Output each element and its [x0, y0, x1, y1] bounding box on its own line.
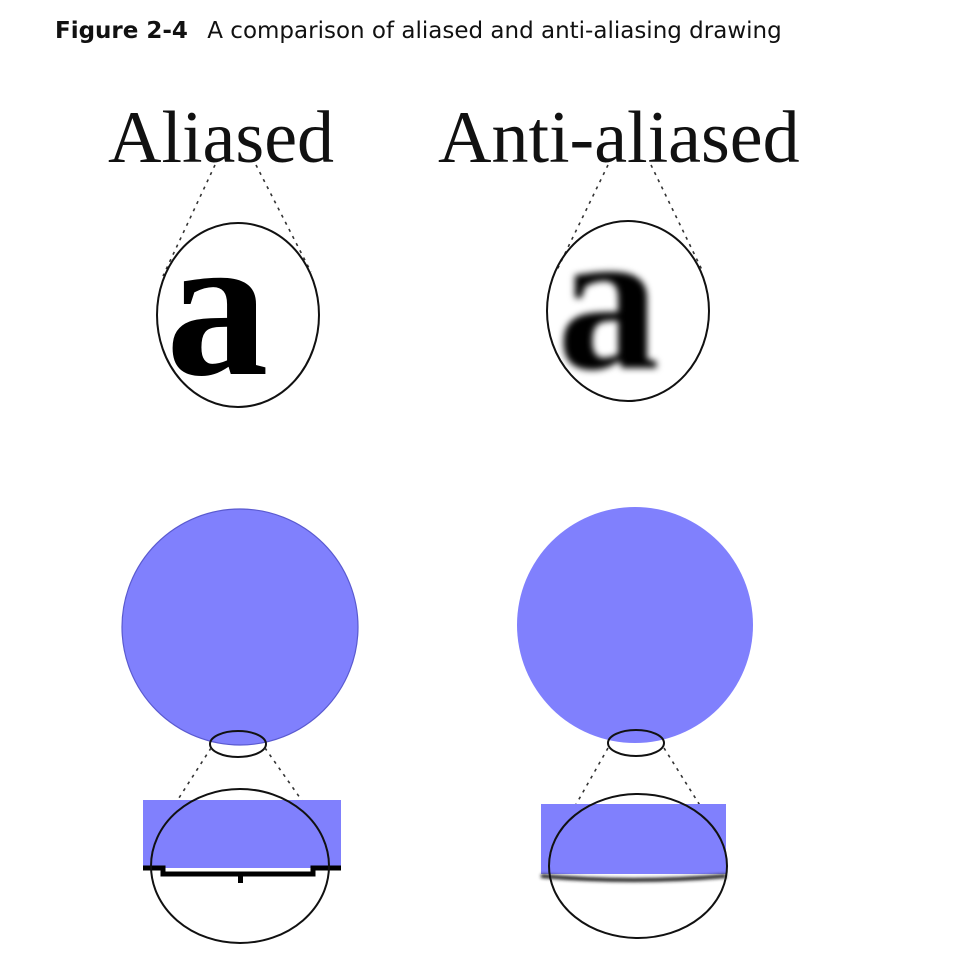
aliased-filled-circle [121, 508, 359, 746]
anti-aliased-edge-zoom-line-right [663, 747, 707, 816]
figure-number: Figure 2-4 [55, 18, 188, 44]
figure-caption-text: A comparison of aliased and anti-aliasin… [207, 18, 782, 44]
anti-aliased-edge-zoom-line-left [569, 747, 609, 816]
aliased-magnifier-circle [156, 222, 320, 408]
anti-aliased-source-ellipse [607, 729, 665, 757]
aliased-magnified-edge [143, 788, 341, 944]
anti-aliased-word: Anti-aliased [438, 97, 800, 179]
aliased-source-ellipse [209, 730, 267, 758]
aliased-edge-zoom-line-right [264, 747, 313, 816]
anti-aliased-filled-circle [517, 507, 753, 743]
svg-text:a: a [166, 192, 269, 419]
anti-aliased-magnified-glyph: a [546, 186, 710, 413]
anti-aliased-magnified-edge [540, 793, 728, 939]
figure-caption: Figure 2-4 A comparison of aliased and a… [55, 18, 782, 44]
aliased-edge-magnifier [150, 788, 330, 944]
aliased-word: Aliased [108, 97, 334, 179]
svg-text:a: a [557, 186, 660, 413]
anti-aliased-edge-magnifier [548, 793, 728, 939]
aliased-magnified-glyph: a [156, 192, 320, 419]
anti-aliased-magnifier-circle [546, 220, 710, 402]
